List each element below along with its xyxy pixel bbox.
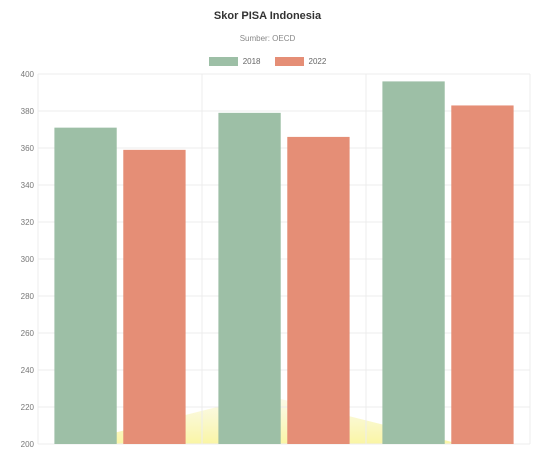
chart-legend: 2018 2022 [0,57,535,66]
y-tick-label: 400 [21,70,35,79]
bar-series-0-cat-0[interactable] [54,127,117,445]
legend-label-series-0: 2018 [242,57,261,66]
y-tick-label: 300 [21,255,35,264]
y-tick-label: 260 [21,329,35,338]
legend-item-series-0[interactable]: 2018 [208,57,261,66]
y-tick-label: 280 [21,292,35,301]
bar-series-1-cat-0[interactable] [123,149,186,444]
grid [37,73,531,445]
y-tick-label: 240 [21,366,35,375]
bar-series-1-cat-2[interactable] [451,105,514,444]
legend-label-series-1: 2022 [308,57,327,66]
y-tick-label: 340 [21,181,35,190]
legend-swatch-series-1 [274,57,304,66]
bars [54,81,514,445]
y-tick-label: 220 [21,403,35,412]
y-tick-label: 320 [21,218,35,227]
legend-item-series-1[interactable]: 2022 [274,57,327,66]
y-axis: 200 220 240 260 280 300 320 340 360 380 400 [21,70,35,449]
bar-series-1-cat-1[interactable] [287,136,350,444]
y-tick-label: 200 [21,440,35,449]
y-tick-label: 380 [21,107,35,116]
bar-series-0-cat-1[interactable] [218,112,281,444]
chart-subtitle: Sumber: OECD [239,34,296,43]
legend-swatch-series-0 [208,57,238,66]
bar-series-0-cat-2[interactable] [382,81,445,445]
y-tick-label: 360 [21,144,35,153]
chart-title: Skor PISA Indonesia [213,10,322,22]
